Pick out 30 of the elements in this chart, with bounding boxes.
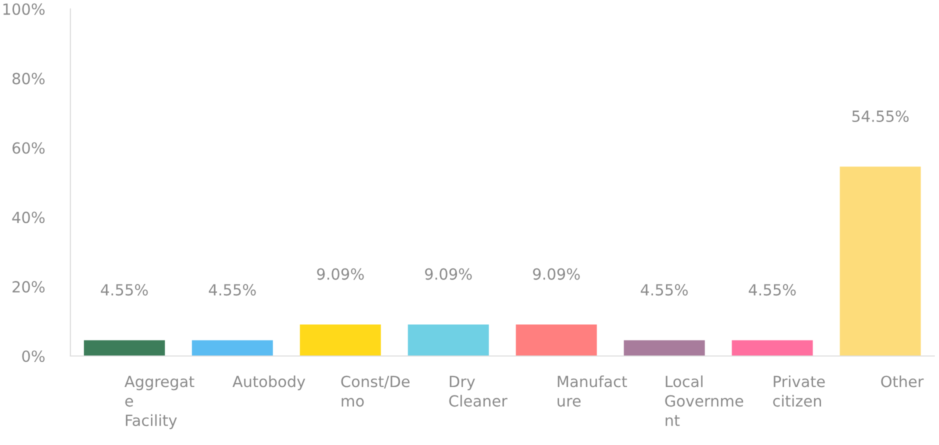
data-label: 9.09% bbox=[533, 268, 580, 280]
data-label: 4.55% bbox=[208, 284, 256, 296]
data-label: 9.09% bbox=[317, 268, 364, 280]
y-tick-label: 0% bbox=[22, 350, 45, 362]
x-tick-label: Dry Cleaner bbox=[449, 376, 508, 407]
bar bbox=[300, 324, 381, 356]
x-tick-label: Other bbox=[881, 375, 924, 388]
bar bbox=[840, 166, 921, 356]
x-tick-label: Manufacture bbox=[558, 375, 628, 407]
x-tick-label: Aggregate Facility bbox=[124, 376, 194, 430]
data-label: 4.55% bbox=[748, 284, 796, 296]
data-label: 9.09% bbox=[425, 268, 472, 280]
y-tick-label: 40% bbox=[12, 212, 45, 224]
x-tick-label: Private citizen bbox=[773, 375, 825, 407]
y-tick-label: 80% bbox=[12, 72, 45, 84]
x-tick-label: Const/Demo bbox=[341, 376, 410, 407]
bar bbox=[732, 340, 813, 356]
bar bbox=[408, 324, 489, 356]
bar bbox=[192, 340, 273, 356]
x-tick-label: Autobody bbox=[232, 375, 306, 390]
data-label: 4.55% bbox=[100, 284, 148, 296]
y-tick-label: 100% bbox=[3, 3, 45, 15]
data-label: 4.55% bbox=[640, 284, 688, 296]
data-label: 54.55% bbox=[852, 110, 909, 122]
x-tick-label: Local Government bbox=[665, 375, 744, 426]
y-tick-label: 20% bbox=[12, 281, 45, 293]
bar bbox=[624, 340, 705, 356]
y-tick-label: 60% bbox=[12, 142, 45, 154]
bar bbox=[84, 340, 165, 356]
bar bbox=[516, 324, 597, 356]
